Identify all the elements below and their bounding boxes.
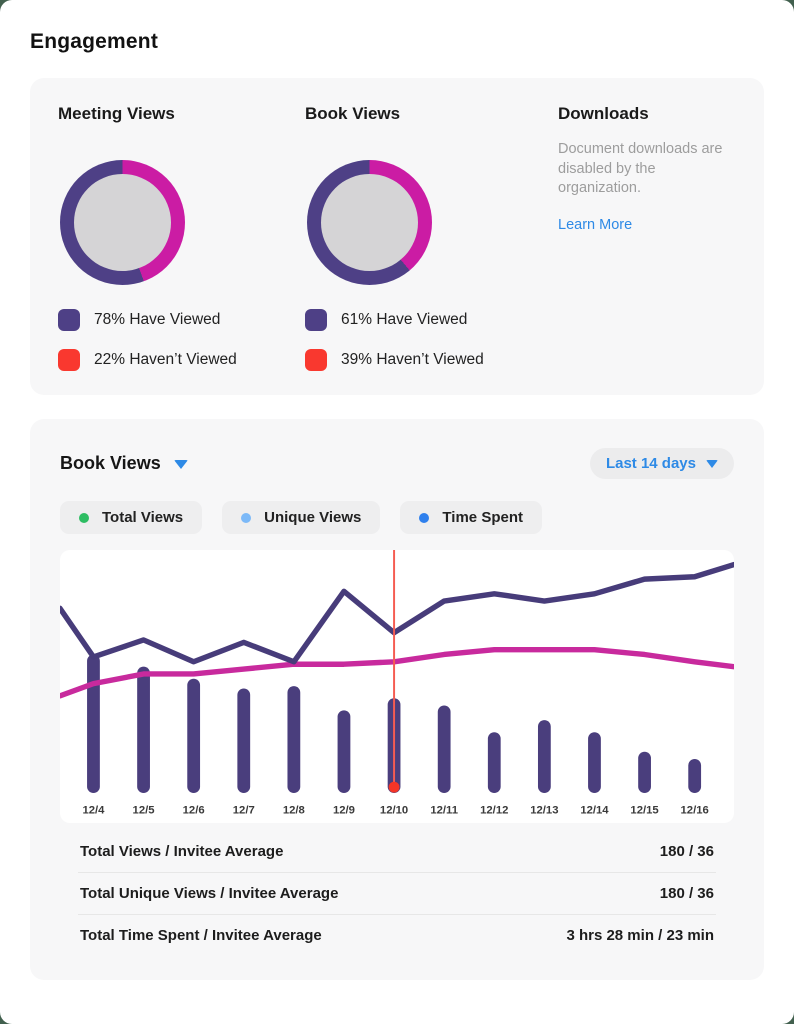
legend-swatch bbox=[58, 349, 80, 371]
downloads-panel: Downloads Document downloads are disable… bbox=[558, 104, 736, 371]
series-dot-icon bbox=[419, 512, 430, 523]
legend-label: 39% Haven’t Viewed bbox=[341, 351, 484, 368]
series-dot-icon bbox=[79, 512, 89, 523]
summary-row: Total Views / Invitee Average 180 / 36 bbox=[78, 831, 716, 872]
series-chip-unique-views[interactable]: Unique Views bbox=[222, 501, 381, 534]
chip-label: Total Views bbox=[102, 509, 184, 526]
meeting-views-legend: 78% Have Viewed 22% Haven’t Viewed bbox=[58, 309, 305, 371]
summary-row-label: Total Views / Invitee Average bbox=[80, 842, 284, 860]
legend-swatch bbox=[58, 309, 80, 331]
bar-12/8 bbox=[287, 686, 301, 794]
summary-row: Total Time Spent / Invitee Average 3 hrs … bbox=[78, 913, 716, 956]
pie-legend-item: 61% Have Viewed bbox=[305, 309, 558, 331]
learn-more-link[interactable]: Learn More bbox=[558, 216, 633, 233]
donut-hole bbox=[74, 174, 171, 271]
legend-label: 78% Have Viewed bbox=[94, 311, 221, 328]
date-range-button[interactable]: Last 14 days bbox=[589, 447, 734, 479]
bar-12/15 bbox=[638, 751, 651, 794]
x-tick-label: 12/16 bbox=[681, 805, 709, 817]
bar-12/9 bbox=[337, 710, 351, 794]
legend-swatch bbox=[305, 309, 327, 331]
chevron-down-icon bbox=[706, 460, 718, 468]
metric-selector-label: Book Views bbox=[60, 452, 161, 473]
downloads-heading: Downloads bbox=[558, 104, 649, 123]
book-views-heading: Book Views bbox=[305, 104, 401, 123]
bar-12/5 bbox=[137, 666, 150, 794]
bar-12/14 bbox=[588, 732, 601, 794]
metric-selector-dropdown[interactable]: Book Views bbox=[60, 453, 188, 474]
pie-legend-item: 39% Haven’t Viewed bbox=[305, 349, 558, 371]
engagement-chart: 12/4 12/5 12/6 12/7 12/8 12/9 12/10 12/11 12/12 1… bbox=[60, 550, 734, 823]
page-title: Engagement bbox=[30, 30, 159, 53]
detail-header: Book Views Last 14 days bbox=[60, 445, 734, 481]
x-tick-label: 12/14 bbox=[580, 805, 609, 817]
summary-row-label: Total Time Spent / Invitee Average bbox=[80, 926, 322, 944]
x-tick-label: 12/11 bbox=[430, 805, 458, 817]
x-tick-label: 12/8 bbox=[283, 805, 305, 817]
summary-table: Total Views / Invitee Average 180 / 36 Tot… bbox=[78, 831, 716, 956]
x-tick-label: 12/5 bbox=[133, 805, 155, 817]
bar-12/13 bbox=[537, 720, 551, 794]
x-tick-label: 12/6 bbox=[183, 805, 205, 817]
combo-chart-svg: 12/4 12/5 12/6 12/7 12/8 12/9 12/10 12/11 12/12 1… bbox=[60, 550, 734, 817]
pie-legend-item: 22% Haven’t Viewed bbox=[58, 349, 305, 371]
bar-12/11 bbox=[437, 705, 451, 794]
downloads-disabled-message: Document downloads are disabled by the o… bbox=[558, 141, 723, 197]
meeting-views-heading: Meeting Views bbox=[58, 104, 175, 123]
date-range-label: Last 14 days bbox=[605, 454, 696, 472]
x-tick-label: 12/4 bbox=[82, 805, 105, 817]
x-tick-label: 12/7 bbox=[233, 805, 255, 817]
legend-swatch bbox=[305, 349, 327, 371]
book-views-detail-card: Book Views Last 14 days Total Views Uniqu… bbox=[30, 419, 764, 980]
donut-hole bbox=[321, 174, 418, 271]
series-chip-time-spent[interactable]: Time Spent bbox=[400, 501, 542, 534]
book-views-panel: Book Views 61% Have Viewed 39% Haven’t Vi… bbox=[305, 104, 558, 371]
highlight-dot-icon bbox=[388, 781, 400, 793]
legend-label: 61% Have Viewed bbox=[341, 311, 468, 328]
bar-12/6 bbox=[187, 678, 201, 794]
x-tick-label: 12/10 bbox=[380, 805, 408, 817]
x-tick-label: 12/13 bbox=[530, 805, 558, 817]
bar-12/12 bbox=[487, 732, 501, 794]
summary-row-value: 3 hrs 28 min / 23 min bbox=[566, 926, 714, 944]
summary-row-value: 180 / 36 bbox=[659, 842, 714, 860]
bar-12/4 bbox=[87, 654, 100, 794]
x-tick-label: 12/12 bbox=[480, 805, 508, 817]
pie-legend-item: 78% Have Viewed bbox=[58, 309, 305, 331]
series-toggle-chips: Total Views Unique Views Time Spent bbox=[60, 501, 734, 534]
invitee-average-line bbox=[60, 646, 734, 699]
chevron-down-icon bbox=[173, 459, 188, 469]
x-tick-label: 12/15 bbox=[630, 805, 658, 817]
bar-12/16 bbox=[688, 759, 702, 794]
summary-row: Total Unique Views / Invitee Average 180 … bbox=[78, 871, 716, 914]
meeting-views-donut-chart bbox=[60, 160, 185, 285]
legend-label: 22% Haven’t Viewed bbox=[94, 351, 237, 368]
chip-label: Unique Views bbox=[264, 509, 362, 526]
meeting-views-panel: Meeting Views 78% Have Viewed 22% Haven’t… bbox=[58, 104, 305, 371]
series-dot-icon bbox=[241, 512, 252, 523]
series-chip-total-views[interactable]: Total Views bbox=[60, 501, 203, 534]
summary-row-value: 180 / 36 bbox=[659, 884, 714, 902]
total-views-line bbox=[60, 561, 734, 665]
chip-label: Time Spent bbox=[442, 509, 523, 526]
overview-card: Meeting Views 78% Have Viewed 22% Haven’t… bbox=[30, 78, 764, 395]
x-tick-label: 12/9 bbox=[333, 805, 355, 817]
summary-row-label: Total Unique Views / Invitee Average bbox=[80, 884, 339, 902]
book-views-donut-chart bbox=[307, 160, 432, 285]
bar-12/7 bbox=[237, 688, 251, 794]
book-views-legend: 61% Have Viewed 39% Haven’t Viewed bbox=[305, 309, 558, 371]
